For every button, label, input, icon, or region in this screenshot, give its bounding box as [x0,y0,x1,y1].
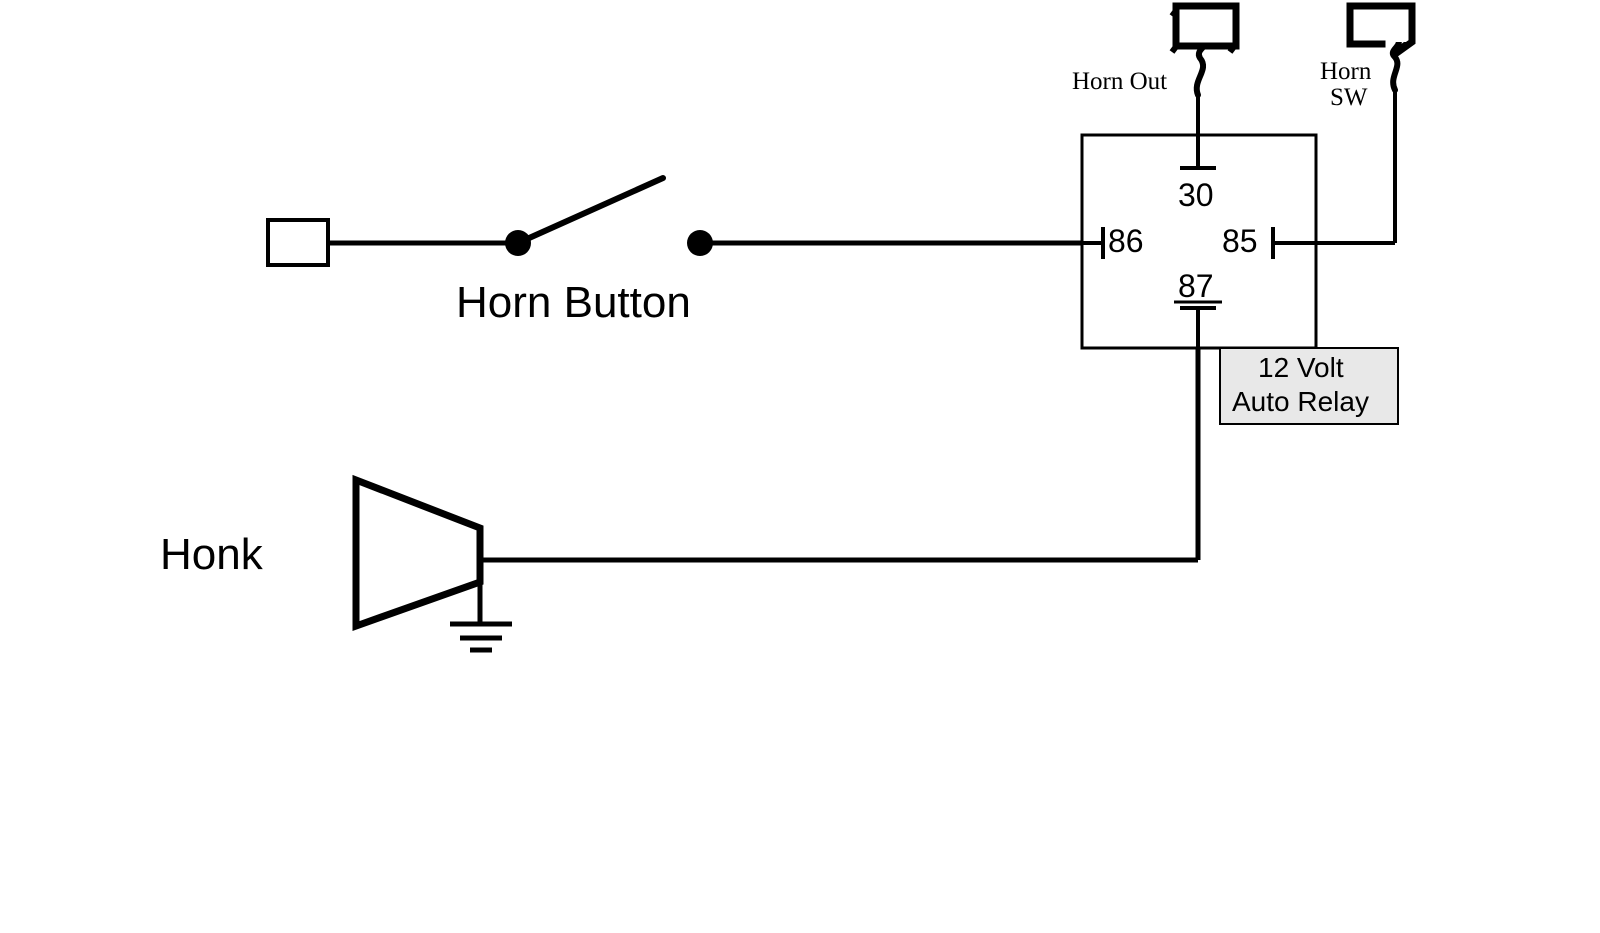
wiring-diagram [0,0,1600,933]
wire-hornsw-squiggle [1393,40,1399,90]
pin30-label: 30 [1178,177,1214,214]
honk-label: Honk [160,530,263,580]
horn-out-label: Horn Out [1072,68,1167,96]
switch-contact-left [505,230,531,256]
horn-sw-terminal-fill [1350,6,1412,42]
input-terminal-box [268,220,328,265]
pin87-label: 87 [1178,268,1214,305]
horn-sw-label-2: SW [1330,84,1368,112]
horn-out-terminal [1176,6,1236,46]
wire-pin30-squiggle [1197,42,1206,95]
switch-arm [518,178,663,243]
horn-speaker-icon [356,480,480,626]
relay-label-line1: 12 Volt [1258,352,1344,384]
horn-sw-label-1: Horn [1320,58,1371,86]
relay-label-line2: Auto Relay [1232,386,1369,418]
pin85-label: 85 [1222,223,1258,260]
pin86-label: 86 [1108,223,1144,260]
horn-button-label: Horn Button [456,278,691,328]
